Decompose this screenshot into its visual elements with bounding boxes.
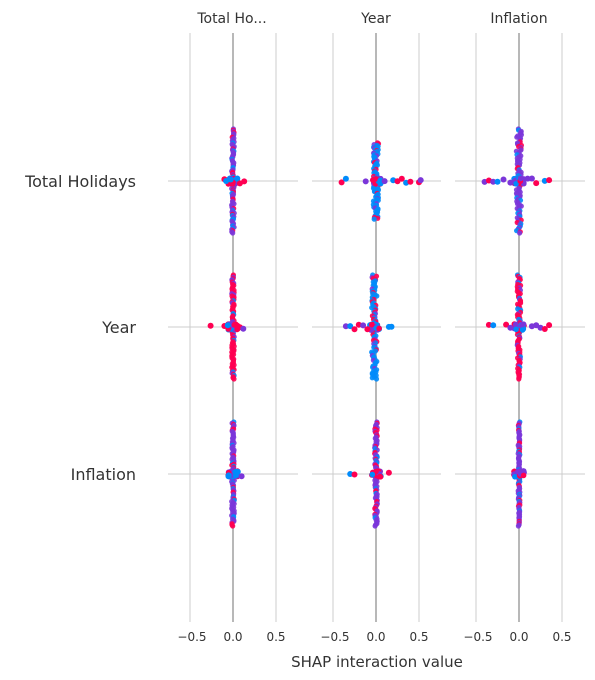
dot-r1-c2-89 (516, 376, 522, 382)
outlier-r0-c0-4 (241, 178, 248, 185)
tick-label-c0-t2: 0.5 (266, 630, 285, 644)
outlier-r1-c1-0 (342, 323, 349, 330)
dot-r0-c0-89 (230, 230, 236, 236)
dot-core-r2-c2-22 (512, 474, 518, 480)
dot-core-r2-c1-29 (369, 471, 376, 478)
tick-label-c2-t0: −0.5 (463, 630, 492, 644)
outlier-r0-c2-10 (546, 177, 553, 184)
outlier-r0-c0-2 (234, 175, 241, 182)
dot-core-r1-c1-28 (369, 321, 375, 328)
column-title-0: Total Ho... (196, 11, 266, 27)
outlier-r1-c0-0 (207, 322, 214, 329)
outlier-r2-c0-0 (225, 472, 232, 479)
outlier-r0-c2-7 (528, 175, 535, 182)
dot-core-r2-c2-29 (520, 472, 527, 479)
dot-core-r0-c2-26 (513, 181, 519, 187)
outlier-r0-c1-9 (407, 178, 414, 185)
outlier-r1-c2-0 (485, 321, 492, 328)
outlier-r0-c0-1 (223, 178, 230, 184)
dot-core-r0-c0-29 (228, 176, 234, 183)
outlier-r0-c1-11 (417, 177, 424, 184)
dot-core-r0-c2-29 (517, 175, 524, 182)
dot-layer (207, 126, 553, 529)
outlier-r0-c2-6 (524, 175, 531, 182)
outlier-r1-c2-8 (546, 322, 553, 329)
outlier-r1-c2-3 (507, 324, 514, 331)
outlier-r1-c1-1 (347, 323, 354, 330)
outlier-r1-c2-2 (503, 321, 510, 328)
outlier-r1-c1-4 (360, 322, 367, 329)
x-axis-ticks: −0.5 0.0 0.5 −0.5 0.0 0.5 −0.5 0.0 0.5 (177, 630, 571, 644)
dot-r2-c2-89 (515, 523, 522, 529)
outlier-r0-c2-4 (500, 176, 507, 183)
tick-label-c1-t2: 0.5 (409, 630, 428, 644)
outlier-r0-c1-0 (338, 179, 345, 186)
x-axis-title: SHAP interaction value (291, 653, 463, 671)
column-title-2: Inflation (490, 11, 547, 27)
outlier-r0-c2-8 (533, 180, 540, 187)
dot-r2-c0-89 (230, 523, 236, 529)
dot-core-r0-c1-28 (373, 176, 379, 182)
dot-core-r2-c1-27 (373, 468, 379, 475)
row-label-2: Inflation (71, 465, 136, 484)
dot-core-r1-c2-29 (519, 327, 526, 333)
outlier-r0-c1-4 (381, 178, 388, 185)
outlier-r0-c2-2 (490, 178, 497, 185)
outlier-r2-c0-2 (238, 473, 245, 480)
tick-label-c0-t0: −0.5 (177, 630, 206, 644)
tick-label-c2-t1: 0.0 (509, 630, 528, 644)
column-title-1: Year (360, 11, 391, 27)
outlier-r1-c0-5 (240, 325, 247, 332)
dot-core-r1-c2-28 (513, 326, 519, 333)
dot-core-r1-c1-29 (376, 325, 382, 332)
dot-r0-c2-89 (517, 230, 523, 236)
outlier-r1-c2-1 (490, 322, 497, 329)
outlier-r1-c1-5 (364, 326, 371, 333)
dot-core-r2-c1-28 (377, 474, 384, 480)
outlier-r2-c1-2 (385, 469, 392, 476)
outlier-r1-c0-2 (224, 322, 231, 329)
row-label-0: Total Holidays (24, 172, 136, 191)
dot-r2-c1-89 (372, 523, 378, 529)
outlier-r0-c2-3 (494, 178, 501, 185)
dot-r1-c1-89 (373, 376, 380, 382)
outlier-r0-c1-1 (342, 175, 349, 182)
dot-r1-c1-88 (369, 375, 375, 381)
row-label-1: Year (101, 318, 136, 337)
tick-label-c2-t2: 0.5 (552, 630, 571, 644)
outlier-r0-c1-7 (398, 175, 405, 182)
outlier-r1-c2-7 (541, 326, 548, 332)
outlier-r2-c1-1 (351, 471, 358, 478)
tick-label-c0-t1: 0.0 (223, 630, 242, 644)
outlier-r1-c1-7 (388, 323, 395, 330)
outlier-r0-c1-2 (362, 178, 369, 185)
dot-core-r1-c2-25 (512, 321, 519, 328)
outlier-r0-c2-5 (507, 179, 514, 186)
dot-r1-c1-18 (374, 293, 380, 299)
dot-r1-c0-89 (231, 376, 237, 382)
dot-r0-c1-89 (371, 216, 377, 222)
tick-label-c1-t1: 0.0 (366, 630, 385, 644)
outlier-r1-c1-2 (351, 326, 358, 333)
tick-label-c1-t0: −0.5 (320, 630, 349, 644)
